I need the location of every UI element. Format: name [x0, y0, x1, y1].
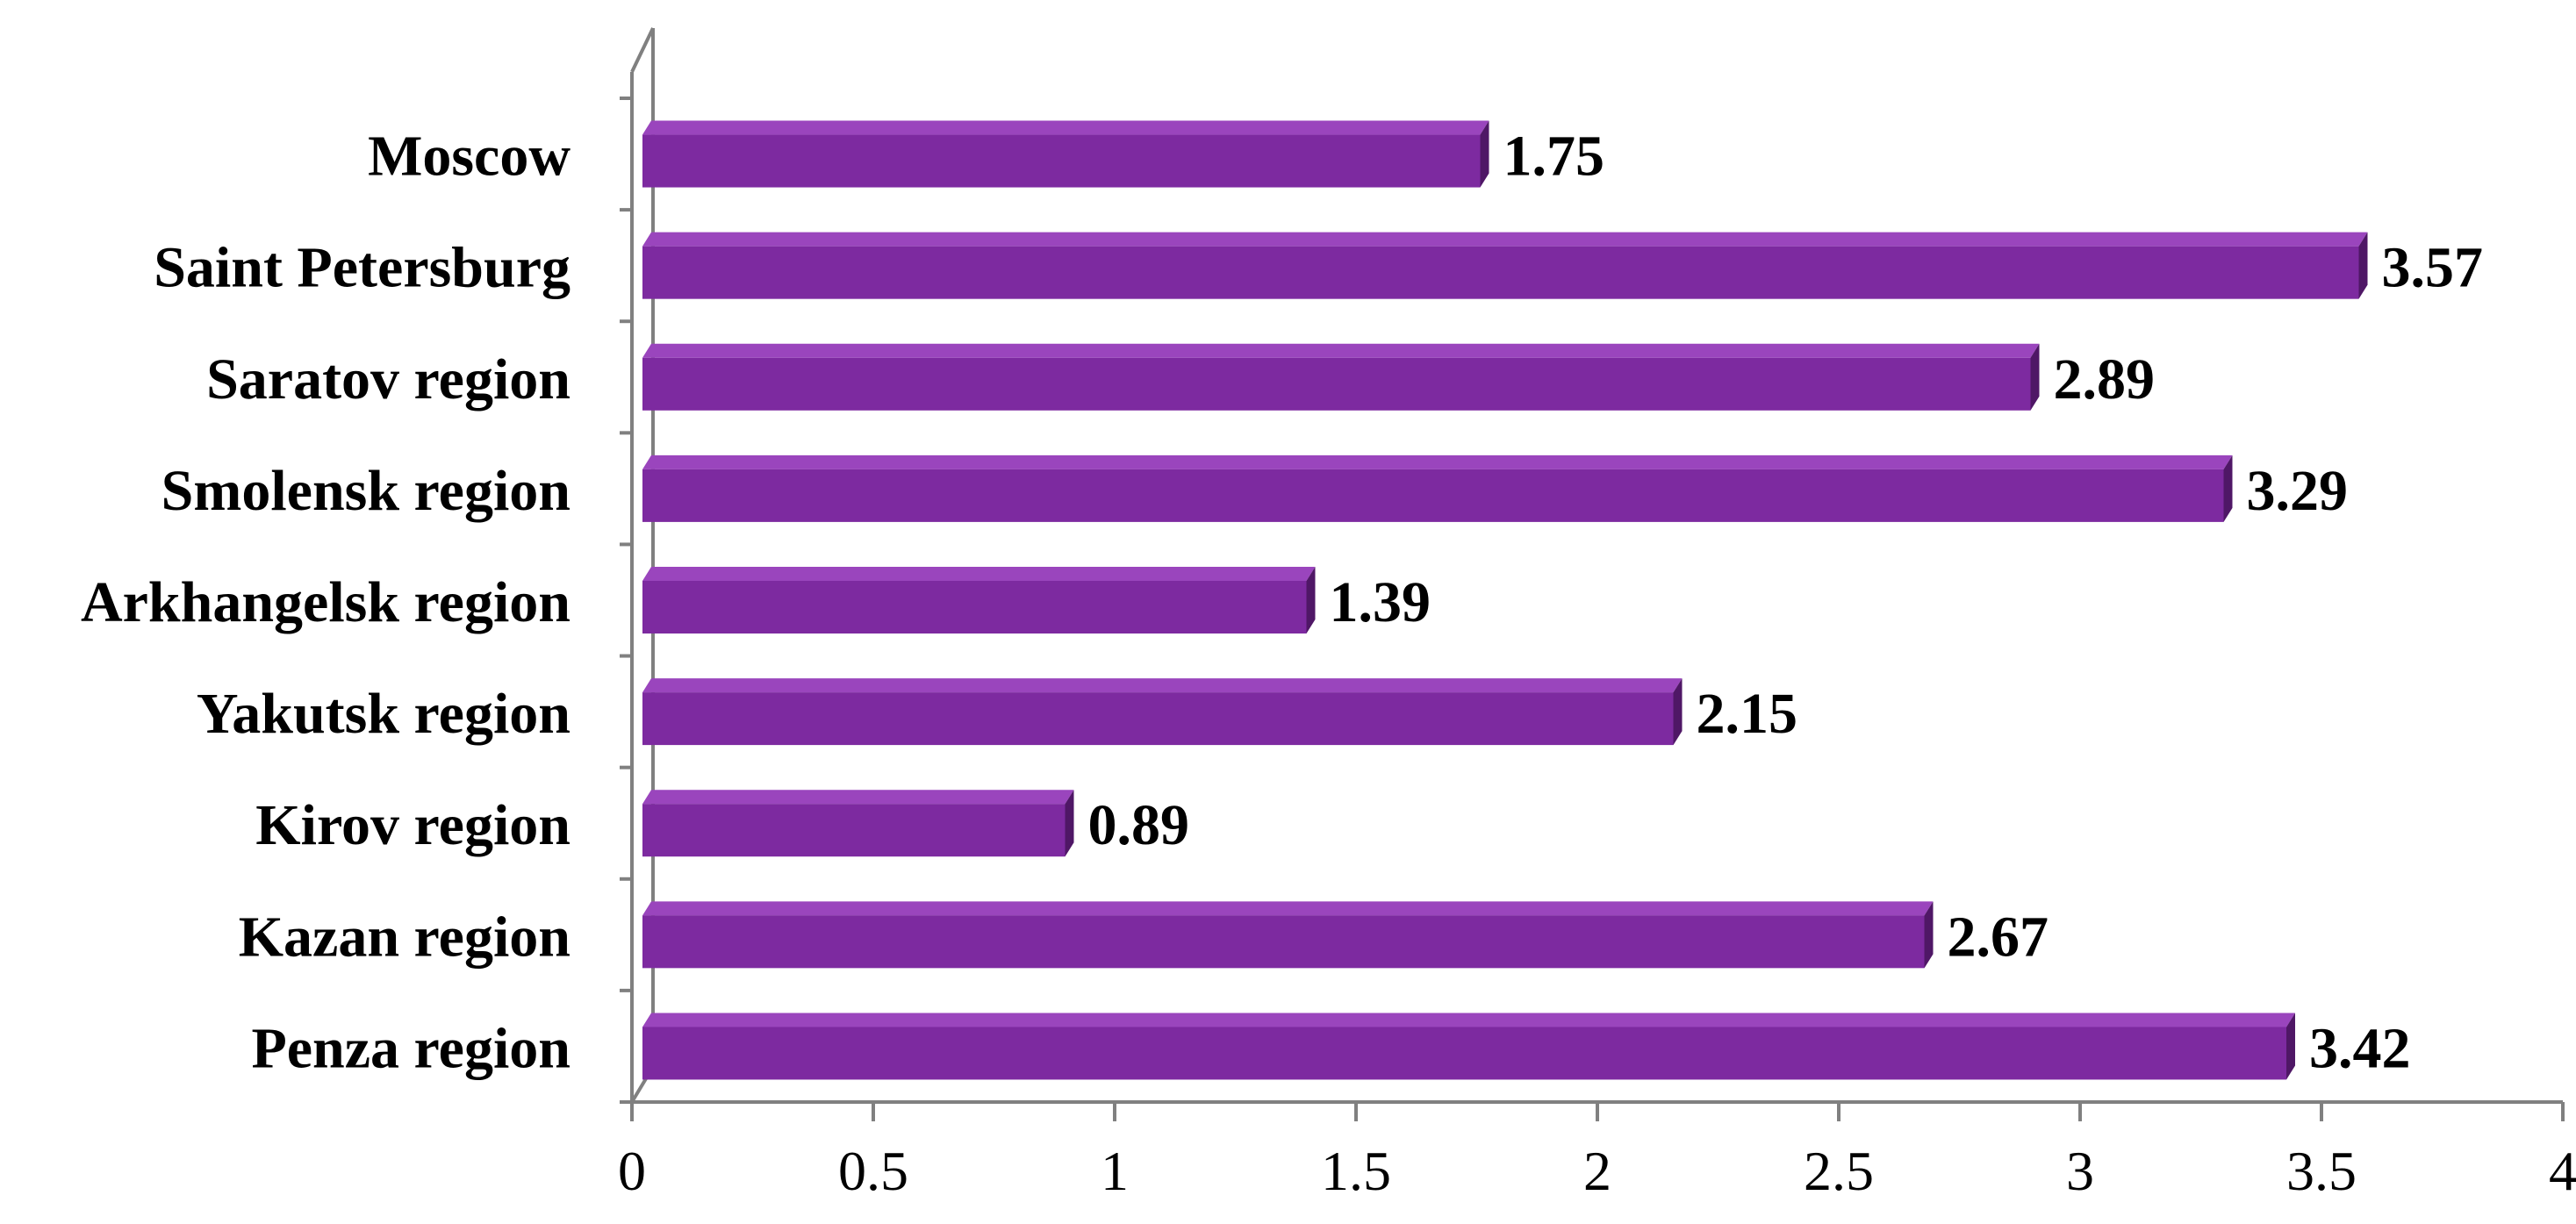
- bar-front-face: [642, 134, 1481, 188]
- bar-top-face: [642, 455, 2233, 469]
- value-label: 3.57: [2382, 236, 2484, 300]
- value-label: 1.39: [1330, 570, 1432, 634]
- bar-front-face: [642, 581, 1307, 633]
- bar: [642, 1013, 2295, 1080]
- bar-top-face: [642, 232, 2368, 247]
- bar-top-face: [642, 1013, 2295, 1027]
- bar-front-face: [642, 915, 1925, 969]
- bar-front-face: [642, 246, 2359, 299]
- x-tick-label: 4: [2549, 1140, 2576, 1202]
- value-label: 0.89: [1088, 793, 1190, 857]
- category-label: Smolensk region: [161, 459, 570, 523]
- bar-side-face: [1924, 901, 1934, 969]
- category-label: Penza region: [251, 1016, 570, 1080]
- x-tick-label: 2.5: [1804, 1140, 1874, 1202]
- x-tick-label: 3: [2066, 1140, 2094, 1202]
- x-tick-label: 0: [618, 1140, 646, 1202]
- category-label: Kazan region: [239, 905, 570, 969]
- bar-top-face: [642, 901, 1934, 916]
- value-label: 3.42: [2309, 1016, 2411, 1080]
- bar-side-face: [1673, 678, 1683, 746]
- bar-side-face: [1065, 790, 1074, 857]
- bar-top-face: [642, 678, 1683, 693]
- x-tick-label: 1: [1101, 1140, 1129, 1202]
- value-label: 2.67: [1948, 905, 2049, 969]
- bar-top-face: [642, 790, 1074, 805]
- bar: [642, 455, 2233, 522]
- value-label: 1.75: [1503, 125, 1605, 189]
- bar: [642, 232, 2368, 299]
- category-label: Saint Petersburg: [154, 236, 570, 300]
- x-tick-label: 2: [1583, 1140, 1611, 1202]
- x-tick-label: 0.5: [838, 1140, 908, 1202]
- axes: [620, 27, 2565, 1121]
- category-label: Yakutsk region: [197, 682, 570, 746]
- x-tick-label: 1.5: [1321, 1140, 1391, 1202]
- category-label: Kirov region: [255, 793, 570, 857]
- bar-side-face: [1480, 120, 1489, 188]
- bar: [642, 120, 1489, 188]
- bar-side-face: [2286, 1013, 2295, 1080]
- bar-side-face: [2223, 455, 2233, 522]
- bar-top-face: [642, 120, 1489, 135]
- category-label: Saratov region: [206, 347, 570, 412]
- bar: [642, 901, 1934, 969]
- labels: 0 0.5 1 1.5 2 2.5 3 3.5 4 Moscow 1.75 Saint Petersb…: [81, 125, 2576, 1202]
- bar: [642, 678, 1683, 746]
- category-label: Arkhangelsk region: [81, 570, 570, 634]
- bar-side-face: [1306, 567, 1316, 633]
- value-label: 2.89: [2054, 347, 2156, 412]
- bar-front-face: [642, 804, 1066, 857]
- bar: [642, 567, 1316, 633]
- category-label: Moscow: [368, 125, 570, 189]
- bar-front-face: [642, 357, 2031, 411]
- bar-top-face: [642, 343, 2040, 358]
- bar-top-face: [642, 567, 1316, 581]
- top-depth-edge: [630, 27, 655, 73]
- x-tick-label: 3.5: [2286, 1140, 2357, 1202]
- bar: [642, 343, 2040, 411]
- bar: [642, 790, 1074, 857]
- bar-side-face: [2358, 232, 2368, 299]
- bar-side-face: [2030, 343, 2040, 411]
- value-label: 3.29: [2247, 459, 2349, 523]
- bar-front-face: [642, 692, 1674, 746]
- bar-front-face: [642, 1027, 2286, 1080]
- bar-front-face: [642, 469, 2224, 522]
- bars: [642, 120, 2368, 1080]
- value-label: 2.15: [1697, 682, 1798, 746]
